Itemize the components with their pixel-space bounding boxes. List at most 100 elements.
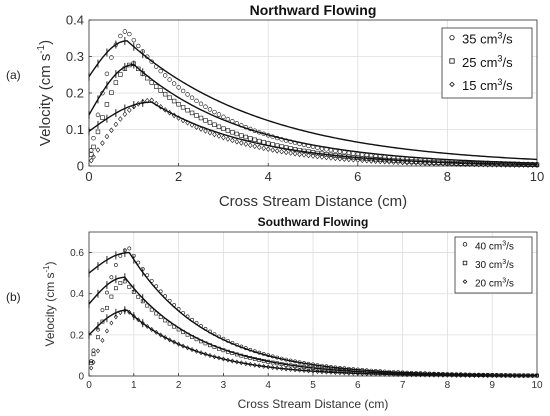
- panel-a-series-2-point-55: [333, 155, 338, 162]
- panel-a-series-0-point-9: [127, 31, 132, 37]
- panel-a-series-2-point-24: [194, 124, 199, 130]
- panel-b-xtick-label-0: 0: [86, 380, 92, 391]
- panel-b-xtick-label-4: 4: [265, 380, 271, 391]
- panel-b-series-2-point-80: [445, 372, 450, 378]
- panel-a-series-2-point-59: [351, 156, 356, 163]
- panel-a-series-0-point-29: [216, 112, 222, 117]
- panel-a-series-1-point-23: [189, 110, 195, 116]
- panel-b-series-0-point-57: [342, 366, 347, 371]
- panel-b-series-2-point-15: [154, 329, 159, 335]
- panel-b-series-0-point-47: [297, 360, 302, 365]
- panel-a-series-2-point-8: [122, 111, 128, 118]
- panel-b-series-0-point-49: [306, 361, 311, 366]
- panel-a-series-2-point-30: [221, 134, 226, 141]
- panel-b-series-0-point-23: [190, 317, 194, 322]
- panel-b-xtick-label-3: 3: [221, 380, 227, 391]
- panel-a-series-2-point-74: [418, 160, 423, 166]
- panel-a-series-2-point-73: [413, 160, 419, 166]
- panel-b-ylabel: Velocity (cm s-1): [42, 262, 57, 347]
- panel-a-series-2-point-72: [409, 160, 414, 166]
- panel-b-series-2-point-38: [257, 363, 262, 369]
- panel-b-series-1-point-52: [320, 367, 324, 371]
- panel-a-series-0-point-17: [162, 73, 168, 78]
- panel-b-series-2-point-52: [319, 369, 324, 375]
- panel-a-series-2-point-91: [494, 162, 499, 168]
- panel-a-series-2-point-52: [319, 154, 325, 160]
- panel-b-series-2-point-21: [181, 343, 186, 349]
- panel-a-series-2-point-4: [104, 133, 110, 140]
- panel-b-series-0-point-29: [217, 334, 221, 339]
- panel-a-series-2-point-80: [445, 161, 450, 167]
- panel-b-series-0-point-55: [333, 365, 338, 370]
- panel-a-series-2-point-54: [328, 155, 334, 161]
- panel-b-series-1-point-24: [194, 337, 199, 342]
- panel-a-series-1-point-7: [118, 72, 123, 77]
- panel-b-series-0-point-34: [239, 344, 244, 349]
- panel-b-series-2-point-46: [293, 367, 298, 373]
- panel-a-series-1-point-32: [230, 130, 235, 135]
- panel-a-series-2-point-45: [288, 150, 293, 156]
- panel-b-series-2-point-18: [167, 337, 172, 343]
- panel-a-series-1-point-12: [140, 71, 145, 76]
- panel-b-series-2-point-99: [530, 373, 535, 379]
- panel-b-series-1-point-6: [113, 286, 118, 291]
- panel-b-series-2-point-48: [302, 368, 307, 374]
- panel-b-series-0-point-48: [302, 361, 306, 365]
- panel-a-series-2-point-63: [368, 158, 374, 164]
- panel-b-series-0-point-3: [100, 308, 105, 313]
- panel-b-series-1-point-41: [270, 360, 275, 365]
- panel-a-series-1-point-8: [122, 66, 128, 71]
- panel-a-series-2-point-31: [225, 136, 231, 142]
- panel-b-series-2-point-67: [387, 371, 392, 377]
- panel-a-series-1-point-26: [203, 118, 208, 123]
- panel-b-series-0-point-1: [91, 348, 96, 353]
- panel-a-series-0-point-20: [176, 85, 181, 90]
- panel-a-series-2-point-81: [449, 161, 455, 167]
- panel-b-series-2-point-56: [337, 370, 342, 376]
- panel-b-series-2-point-41: [270, 365, 275, 370]
- panel-a-legend-marker-1: [449, 58, 455, 64]
- panel-a-series-2-point-75: [422, 160, 428, 167]
- panel-a-series-2-point-26: [203, 128, 208, 134]
- panel-a-series-1-point-31: [225, 128, 231, 133]
- panel-b-series-0-point-35: [243, 346, 248, 351]
- panel-b-xtick-label-5: 5: [310, 380, 316, 391]
- panel-b-series-1-point-31: [225, 349, 230, 354]
- panel-a-series-2-point-17: [162, 107, 168, 113]
- panel-a-series-2-point-39: [261, 145, 267, 152]
- panel-b-series-2-point-10: [131, 313, 136, 319]
- panel-a-series-0-point-5: [109, 55, 114, 60]
- panel-a-series-1-point-18: [167, 95, 172, 100]
- panel-a-title: Northward Flowing: [250, 2, 377, 18]
- panel-a-series-2-point-67: [386, 159, 392, 165]
- panel-a-series-2-point-76: [427, 160, 432, 167]
- panel-a-series-2-point-25: [198, 126, 204, 132]
- panel-b-series-0-point-8: [122, 248, 127, 253]
- panel-b-series-2-point-72: [409, 372, 414, 378]
- panel-b-series-2-point-50: [311, 368, 315, 374]
- panel-b-series-2-point-98: [526, 373, 531, 379]
- panel-a-series-1-point-5: [109, 90, 114, 95]
- panel-a-series-0-point-15: [154, 64, 159, 69]
- panel-b-series-1-point-8: [122, 279, 127, 284]
- panel-b-series-2-point-47: [297, 367, 302, 373]
- panel-a-series-2-point-51: [315, 153, 320, 160]
- panel-b-series-1-point-43: [279, 362, 284, 366]
- panel-b-series-2-point-20: [176, 341, 181, 347]
- panel-a-series-2-point-23: [189, 122, 195, 128]
- panel-a-series-1-point-4: [104, 102, 110, 107]
- panel-b-series-2-point-86: [472, 373, 477, 378]
- panel-a-legend-label-1: 25 cm3/s: [462, 54, 513, 70]
- panel-a-series-1-point-39: [261, 140, 266, 145]
- panel-b-series-0-point-56: [337, 365, 342, 370]
- panel-a-legend-box: [441, 27, 533, 99]
- panel-a-series-2-point-87: [476, 161, 482, 168]
- panel-b-series-0-point-18: [167, 298, 172, 303]
- panel-a-series-2-point-93: [503, 162, 508, 168]
- panel-b-series-2-point-30: [221, 356, 226, 362]
- panel-b-ytick-label-2: 0.4: [70, 289, 84, 300]
- panel-b-series-1-point-11: [136, 294, 141, 299]
- panel-a-series-2-point-90: [489, 161, 495, 168]
- panel-a-series-0-point-10: [131, 37, 137, 43]
